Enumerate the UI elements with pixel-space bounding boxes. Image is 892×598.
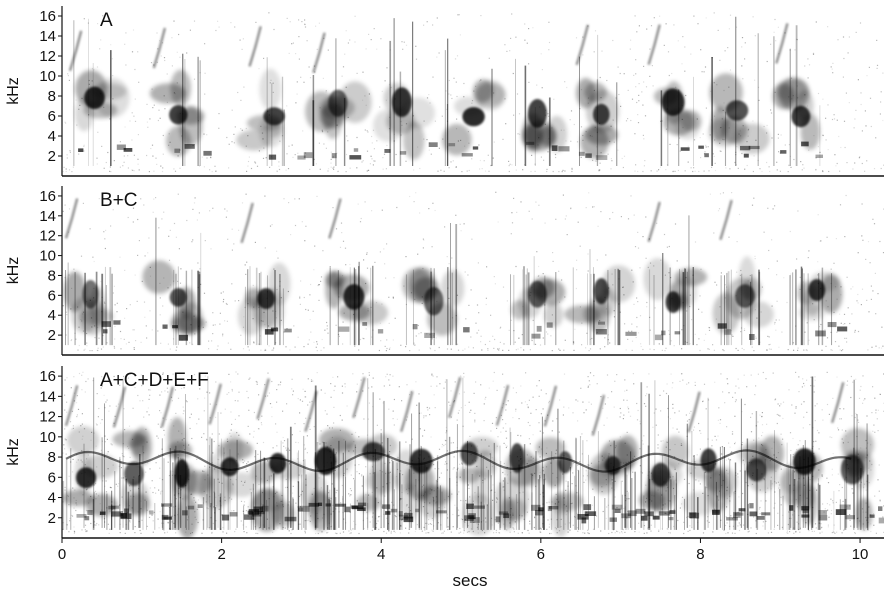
song-syllable bbox=[237, 202, 292, 346]
song-syllable bbox=[647, 24, 709, 166]
song-syllable bbox=[111, 378, 154, 528]
y-tick-label: 16 bbox=[39, 368, 56, 385]
y-tick-label: 2 bbox=[48, 510, 56, 527]
song-syllable bbox=[142, 217, 206, 346]
spectrogram-image bbox=[62, 12, 884, 173]
y-axis-label: kHz bbox=[5, 77, 22, 105]
song-syllable bbox=[392, 390, 452, 528]
y-tick-label: 6 bbox=[48, 287, 56, 304]
panels: 2 4 6 8 10 12 14 16 kHz A 2 4 6 8 10 12 14 16 kHz B+C 2 4 6 8 10… bbox=[5, 6, 884, 539]
y-tick-label: 14 bbox=[39, 388, 56, 405]
song-syllable bbox=[301, 385, 364, 532]
song-syllable bbox=[734, 398, 785, 528]
y-tick-label: 2 bbox=[48, 148, 56, 165]
y-tick-label: 14 bbox=[39, 208, 56, 225]
spectrogram-panel: 2 4 6 8 10 12 14 16 kHz B+C bbox=[5, 186, 884, 356]
y-tick-label: 12 bbox=[39, 228, 56, 245]
y-tick-label: 4 bbox=[48, 128, 56, 145]
song-syllable bbox=[779, 376, 828, 528]
spectrogram-image bbox=[62, 191, 884, 352]
harmonic-contour bbox=[65, 449, 852, 473]
spectrogram-panel: 2 4 6 8 10 12 14 16 kHz A+C+D+E+F bbox=[5, 366, 884, 539]
y-tick-label: 14 bbox=[39, 28, 56, 45]
panel-label: B+C bbox=[100, 190, 138, 211]
song-syllable bbox=[442, 38, 506, 166]
y-tick-label: 10 bbox=[39, 248, 56, 265]
chorus-overlap bbox=[62, 436, 869, 530]
song-syllable bbox=[305, 32, 372, 166]
song-syllable bbox=[373, 18, 438, 166]
y-tick-label: 2 bbox=[48, 327, 56, 344]
song-syllable bbox=[575, 24, 620, 166]
song-syllable bbox=[712, 199, 774, 346]
y-tick-label: 12 bbox=[39, 48, 56, 65]
song-syllable bbox=[708, 16, 770, 166]
x-tick-label: 8 bbox=[696, 546, 704, 563]
panel-label: A bbox=[100, 10, 113, 31]
y-tick-label: 16 bbox=[39, 8, 56, 25]
song-syllable bbox=[62, 377, 123, 528]
song-syllable bbox=[236, 26, 313, 166]
song-syllable bbox=[772, 23, 823, 166]
x-tick-label: 0 bbox=[58, 546, 66, 563]
song-syllable bbox=[643, 201, 708, 346]
y-tick-label: 8 bbox=[48, 267, 56, 284]
song-syllable bbox=[638, 380, 689, 528]
y-tick-label: 8 bbox=[48, 88, 56, 105]
song-syllable bbox=[63, 198, 121, 346]
x-axis-label: secs bbox=[453, 571, 488, 590]
song-syllable bbox=[564, 249, 637, 346]
song-syllable bbox=[535, 385, 597, 537]
song-syllable bbox=[515, 58, 570, 166]
x-tick-label: 2 bbox=[217, 546, 225, 563]
x-tick-label: 6 bbox=[537, 546, 545, 563]
y-tick-label: 4 bbox=[48, 490, 56, 507]
spectrogram-image bbox=[62, 371, 884, 538]
spectrogram-panel: 2 4 6 8 10 12 14 16 kHz A bbox=[5, 6, 884, 177]
x-tick-label: 10 bbox=[852, 546, 869, 563]
x-tick-label: 4 bbox=[377, 546, 385, 563]
y-tick-label: 8 bbox=[48, 449, 56, 466]
y-tick-label: 6 bbox=[48, 469, 56, 486]
panel-label: A+C+D+E+F bbox=[100, 370, 209, 391]
song-syllable bbox=[509, 256, 566, 346]
y-tick-label: 4 bbox=[48, 307, 56, 324]
song-syllable bbox=[789, 266, 848, 346]
song-syllable bbox=[682, 391, 741, 528]
song-syllable bbox=[588, 394, 646, 528]
y-tick-label: 10 bbox=[39, 429, 56, 446]
y-tick-label: 10 bbox=[39, 68, 56, 85]
song-syllable bbox=[149, 27, 212, 166]
song-syllable bbox=[325, 198, 389, 346]
song-syllable bbox=[250, 378, 310, 532]
y-tick-label: 6 bbox=[48, 108, 56, 125]
x-axis: 0 2 4 6 8 10 bbox=[58, 538, 869, 563]
y-tick-label: 12 bbox=[39, 409, 56, 426]
song-syllable bbox=[68, 18, 133, 166]
song-syllable bbox=[494, 384, 544, 530]
song-syllable bbox=[830, 379, 884, 531]
y-axis-label: kHz bbox=[5, 257, 22, 285]
y-tick-label: 16 bbox=[39, 188, 56, 205]
y-axis-label: kHz bbox=[5, 438, 22, 466]
song-syllable bbox=[402, 223, 470, 346]
